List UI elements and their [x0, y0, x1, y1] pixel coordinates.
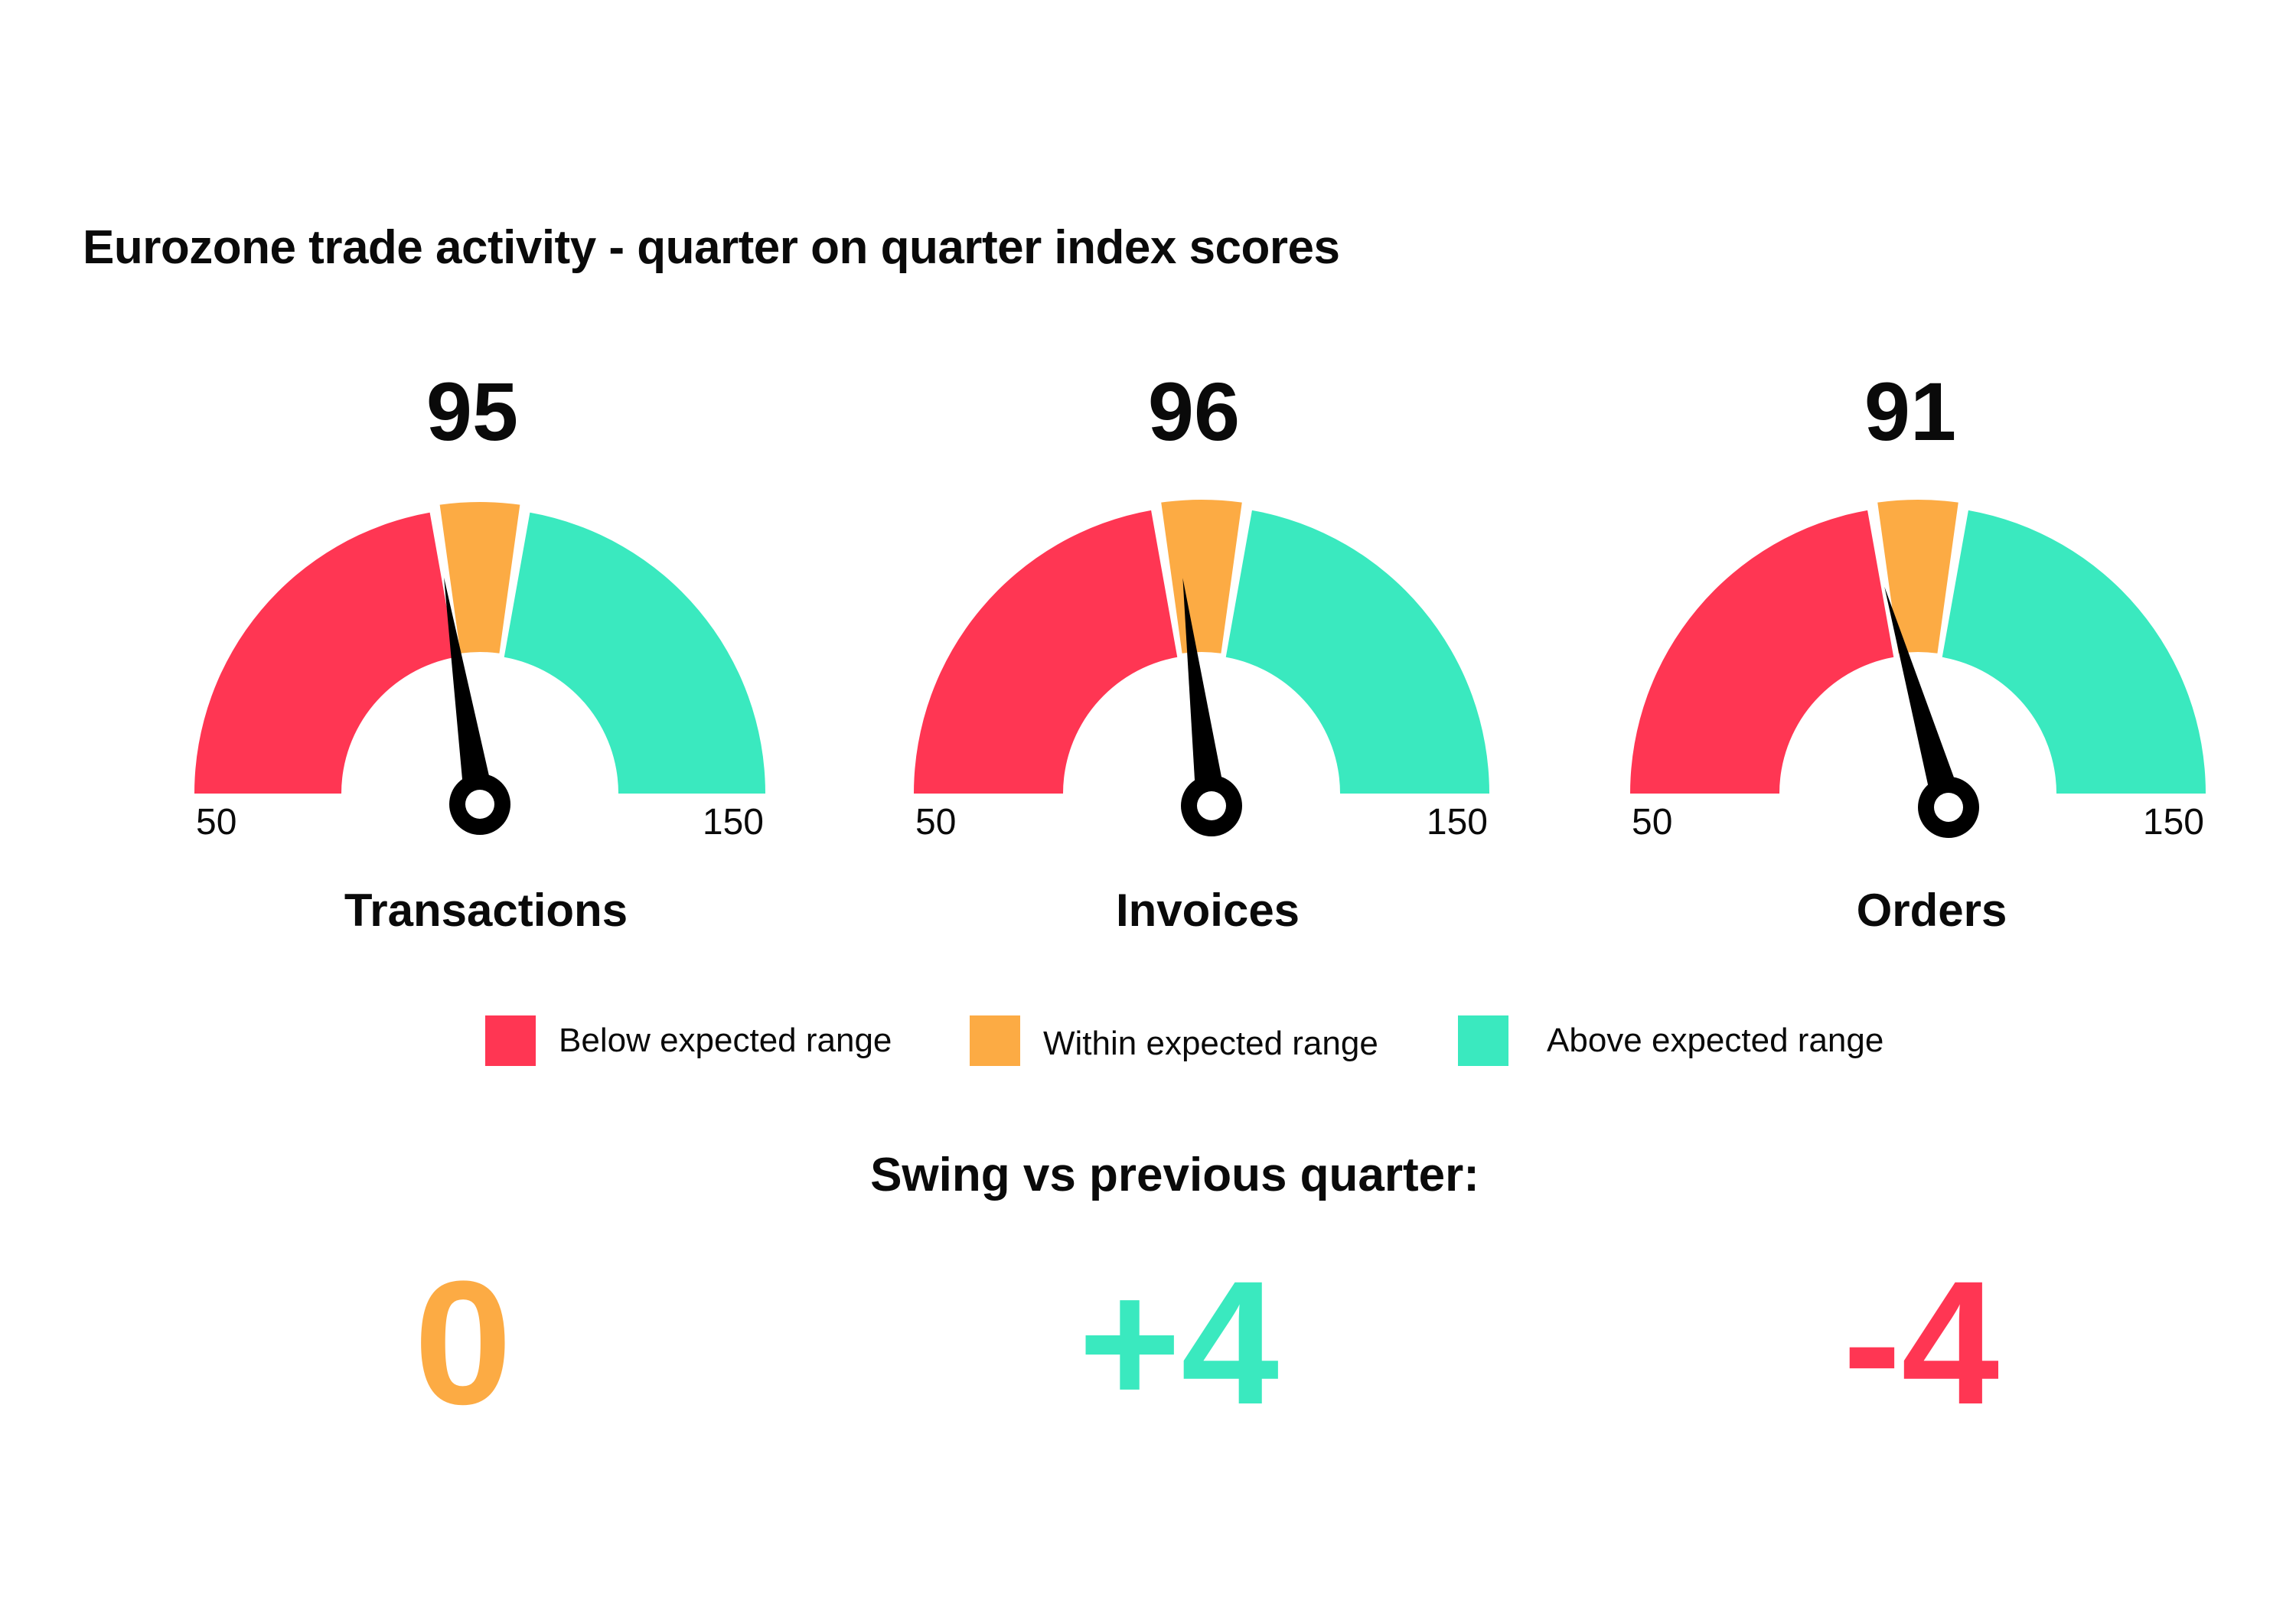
legend-swatch-within: [970, 1015, 1020, 1066]
swing-value-invoices: +4: [1078, 1244, 1280, 1441]
legend-item-above: Above expected range: [1458, 1015, 1883, 1066]
gauge-orders: 91 50 150 Orders: [1630, 365, 2206, 936]
swing-value-transactions: 0: [414, 1244, 512, 1441]
gauge-min-label: 50: [196, 802, 236, 843]
gauge-max-label: 150: [703, 802, 764, 843]
gauge-min-label: 50: [1632, 802, 1672, 843]
gauge-min-label: 50: [915, 802, 956, 843]
gauge-band-within: [1877, 499, 1958, 654]
gauge-band-within: [439, 501, 520, 654]
gauge-value: 91: [1864, 365, 1956, 458]
legend-label-within: Within expected range: [1043, 1025, 1378, 1062]
legend-item-below: Below expected range: [485, 1015, 892, 1066]
gauge-label: Orders: [1857, 885, 2007, 936]
gauge-band-below: [194, 512, 456, 794]
gauge-max-label: 150: [2143, 802, 2204, 843]
swing-title: Swing vs previous quarter:: [870, 1149, 1479, 1201]
legend-swatch-above: [1458, 1015, 1508, 1066]
page-title: Eurozone trade activity - quarter on qua…: [83, 221, 1340, 274]
gauge-needle: [444, 577, 495, 807]
gauge-value: 96: [1148, 365, 1240, 458]
gauge-charts: 95 50 150 Transactions 96 50 150 Invoices 91 50 15…: [194, 365, 2206, 936]
legend-label-above: Above expected range: [1547, 1022, 1884, 1059]
gauge-transactions: 95 50 150 Transactions: [194, 365, 765, 936]
gauge-hub-center: [1197, 791, 1226, 820]
gauge-band-below: [914, 510, 1178, 794]
gauge-hub-center: [1934, 793, 1963, 822]
gauge-label: Invoices: [1116, 885, 1300, 936]
gauge-needle: [1884, 586, 1964, 812]
gauge-band-below: [1630, 510, 1894, 794]
gauge-value: 95: [426, 365, 518, 458]
gauge-label: Transactions: [344, 885, 628, 936]
swing-value-orders: -4: [1842, 1244, 2000, 1441]
gauge-band-above: [1225, 510, 1489, 794]
gauge-hub-center: [465, 790, 494, 819]
legend-swatch-below: [485, 1015, 536, 1066]
legend-label-below: Below expected range: [559, 1022, 892, 1059]
gauge-max-label: 150: [1427, 802, 1488, 843]
gauge-band-above: [504, 512, 765, 794]
gauge-needle: [1182, 578, 1227, 808]
gauge-band-above: [1942, 510, 2206, 794]
gauge-band-within: [1161, 500, 1242, 654]
gauge-invoices: 96 50 150 Invoices: [914, 365, 1489, 936]
legend-item-within: Within expected range: [970, 1015, 1378, 1066]
